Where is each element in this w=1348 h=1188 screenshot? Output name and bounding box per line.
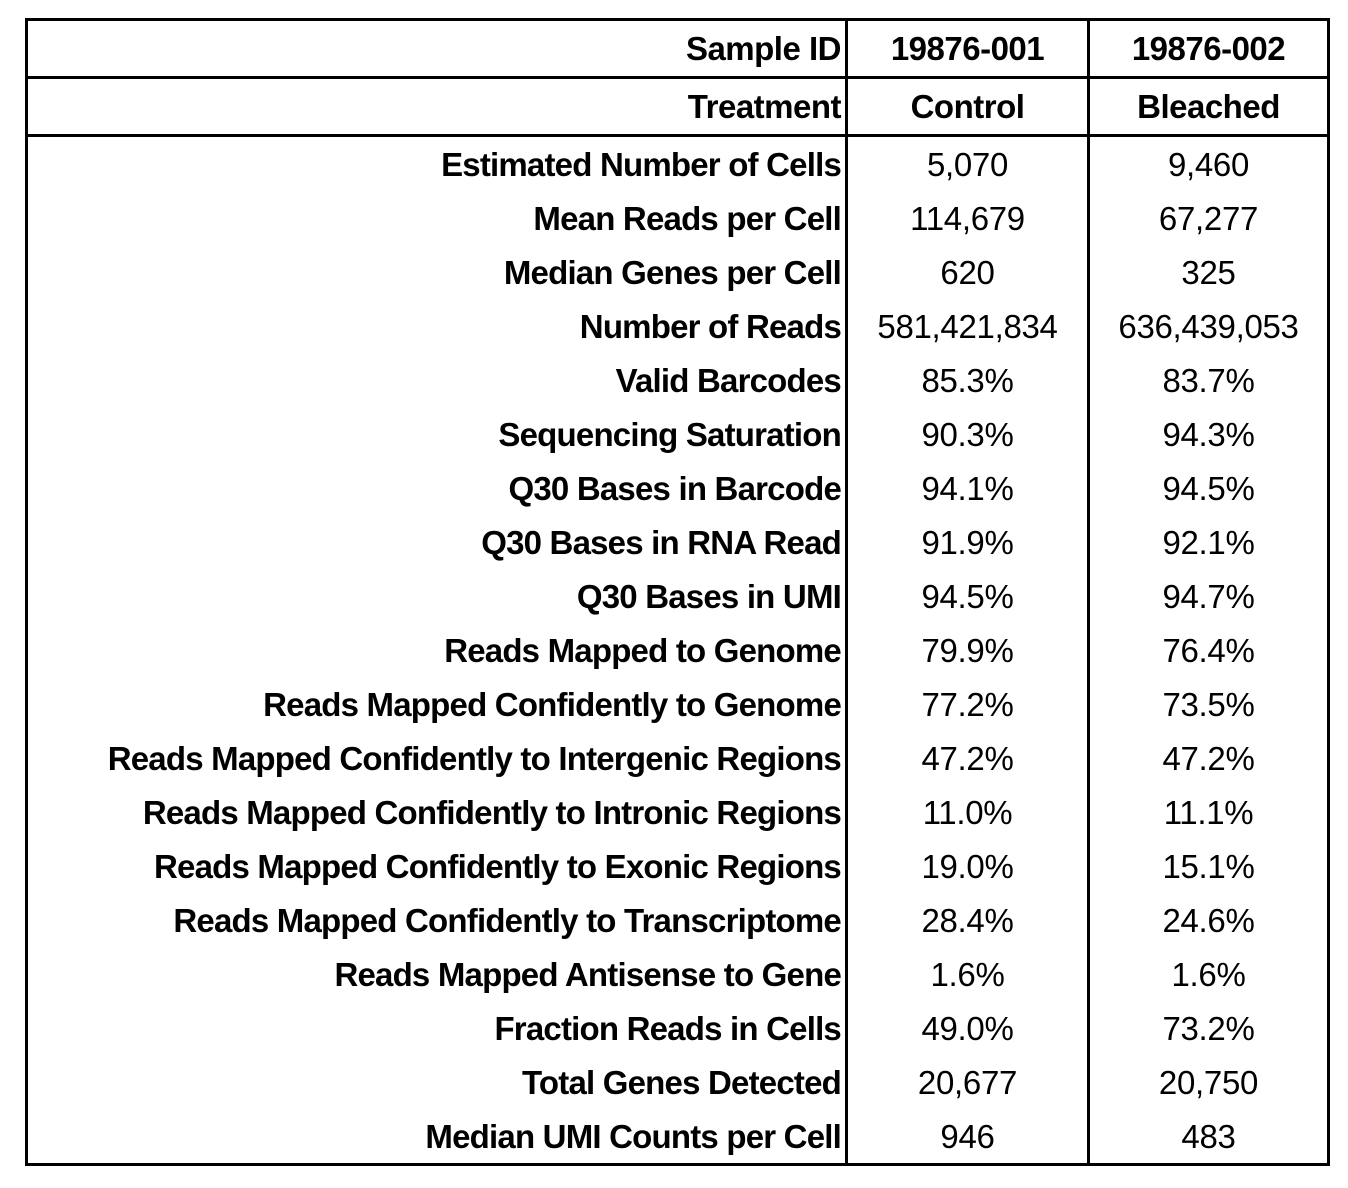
sample1-value: 47.2%	[845, 731, 1089, 785]
table-row: Number of Reads 581,421,834 636,439,053	[27, 299, 1329, 353]
table-row: Q30 Bases in RNA Read 91.9% 92.1%	[27, 515, 1329, 569]
metric-label: Reads Mapped Confidently to Genome	[263, 685, 842, 723]
table-row: Reads Mapped Confidently to Intergenic R…	[27, 731, 1329, 785]
metric-label: Mean Reads per Cell	[533, 199, 841, 237]
sample2-treatment: Bleached	[1087, 77, 1329, 137]
sample2-value: 11.1%	[1087, 785, 1329, 839]
sample1-value: 94.5%	[845, 569, 1089, 623]
table-row: Sequencing Saturation 90.3% 94.3%	[27, 407, 1329, 461]
table-row: Reads Mapped Confidently to Exonic Regio…	[27, 839, 1329, 893]
metric-label: Total Genes Detected	[522, 1063, 842, 1101]
metric-label: Reads Mapped to Genome	[444, 631, 842, 669]
sample1-value: 28.4%	[845, 893, 1089, 947]
sample2-value: 24.6%	[1087, 893, 1329, 947]
metric-label: Q30 Bases in RNA Read	[481, 523, 842, 561]
sample2-value: 76.4%	[1087, 623, 1329, 677]
sample-id-header-row: Sample ID 19876-001 19876-002	[26, 19, 1329, 79]
sample1-value: 94.1%	[845, 461, 1089, 515]
sample1-treatment: Control	[845, 77, 1089, 137]
table-row: Q30 Bases in UMI 94.5% 94.7%	[27, 569, 1329, 623]
sample1-value: 77.2%	[845, 677, 1089, 731]
treatment-header-row: Treatment Control Bleached	[26, 77, 1329, 137]
metric-label: Reads Mapped Confidently to Transcriptom…	[173, 901, 841, 939]
sample2-value: 67,277	[1087, 191, 1329, 245]
sample2-value: 483	[1087, 1109, 1329, 1165]
table-row: Reads Mapped Antisense to Gene 1.6% 1.6%	[27, 947, 1329, 1001]
table-row: Mean Reads per Cell 114,679 67,277	[27, 191, 1329, 245]
sample2-value: 20,750	[1087, 1055, 1329, 1109]
metric-label: Valid Barcodes	[615, 361, 842, 399]
sample1-value: 581,421,834	[845, 299, 1089, 353]
sample2-value: 94.5%	[1087, 461, 1329, 515]
sample1-value: 90.3%	[845, 407, 1089, 461]
table-row: Estimated Number of Cells 5,070 9,460	[27, 135, 1329, 191]
sample2-value: 73.2%	[1087, 1001, 1329, 1055]
table-row: Total Genes Detected 20,677 20,750	[27, 1055, 1329, 1109]
sample1-value: 5,070	[845, 135, 1089, 191]
sample2-value: 1.6%	[1087, 947, 1329, 1001]
table-row: Reads Mapped to Genome 79.9% 76.4%	[27, 623, 1329, 677]
metric-label: Q30 Bases in Barcode	[508, 469, 842, 507]
table-row: Reads Mapped Confidently to Intronic Reg…	[27, 785, 1329, 839]
sample2-id: 19876-002	[1087, 19, 1329, 79]
sample1-value: 19.0%	[845, 839, 1089, 893]
metric-label: Q30 Bases in UMI	[576, 577, 842, 615]
table-row: Median Genes per Cell 620 325	[27, 245, 1329, 299]
metric-label: Reads Mapped Confidently to Intronic Reg…	[142, 793, 842, 831]
sample-id-label: Sample ID	[26, 19, 847, 79]
sample1-id: 19876-001	[845, 19, 1089, 79]
metric-label: Median Genes per Cell	[503, 253, 842, 291]
metric-label: Reads Mapped Confidently to Exonic Regio…	[154, 847, 842, 885]
sample2-value: 92.1%	[1087, 515, 1329, 569]
sample1-value: 11.0%	[845, 785, 1089, 839]
sample2-value: 83.7%	[1087, 353, 1329, 407]
sample2-value: 94.3%	[1087, 407, 1329, 461]
metric-label: Estimated Number of Cells	[441, 145, 842, 183]
sample2-value: 9,460	[1087, 135, 1329, 191]
table-row: Median UMI Counts per Cell 946 483	[27, 1109, 1329, 1165]
treatment-label: Treatment	[26, 77, 847, 137]
metric-label: Reads Mapped Antisense to Gene	[334, 955, 841, 993]
sample2-value: 15.1%	[1087, 839, 1329, 893]
table-row: Q30 Bases in Barcode 94.1% 94.5%	[27, 461, 1329, 515]
metric-label: Number of Reads	[579, 307, 842, 345]
table-row: Valid Barcodes 85.3% 83.7%	[27, 353, 1329, 407]
qc-metrics-table: Sample ID 19876-001 19876-002 Treatment …	[25, 18, 1330, 1166]
metric-label: Fraction Reads in Cells	[494, 1009, 841, 1047]
sample2-value: 94.7%	[1087, 569, 1329, 623]
sample2-value: 325	[1087, 245, 1329, 299]
sample2-value: 73.5%	[1087, 677, 1329, 731]
sample1-value: 1.6%	[845, 947, 1089, 1001]
sample1-value: 79.9%	[845, 623, 1089, 677]
sample1-value: 620	[845, 245, 1089, 299]
qc-metrics-body: Sample ID 19876-001 19876-002 Treatment …	[26, 19, 1329, 1165]
metric-label: Median UMI Counts per Cell	[425, 1117, 841, 1155]
sample1-value: 20,677	[845, 1055, 1089, 1109]
metric-label: Sequencing Saturation	[498, 415, 841, 453]
sample2-value: 47.2%	[1087, 731, 1329, 785]
table-row: Reads Mapped Confidently to Genome 77.2% 7…	[27, 677, 1329, 731]
sample1-value: 49.0%	[845, 1001, 1089, 1055]
metric-label: Reads Mapped Confidently to Intergenic R…	[107, 739, 842, 777]
sample2-value: 636,439,053	[1087, 299, 1329, 353]
sample1-value: 114,679	[845, 191, 1089, 245]
sample1-value: 91.9%	[845, 515, 1089, 569]
table-row: Fraction Reads in Cells 49.0% 73.2%	[27, 1001, 1329, 1055]
sample1-value: 946	[845, 1109, 1089, 1165]
sample1-value: 85.3%	[845, 353, 1089, 407]
table-row: Reads Mapped Confidently to Transcriptom…	[27, 893, 1329, 947]
